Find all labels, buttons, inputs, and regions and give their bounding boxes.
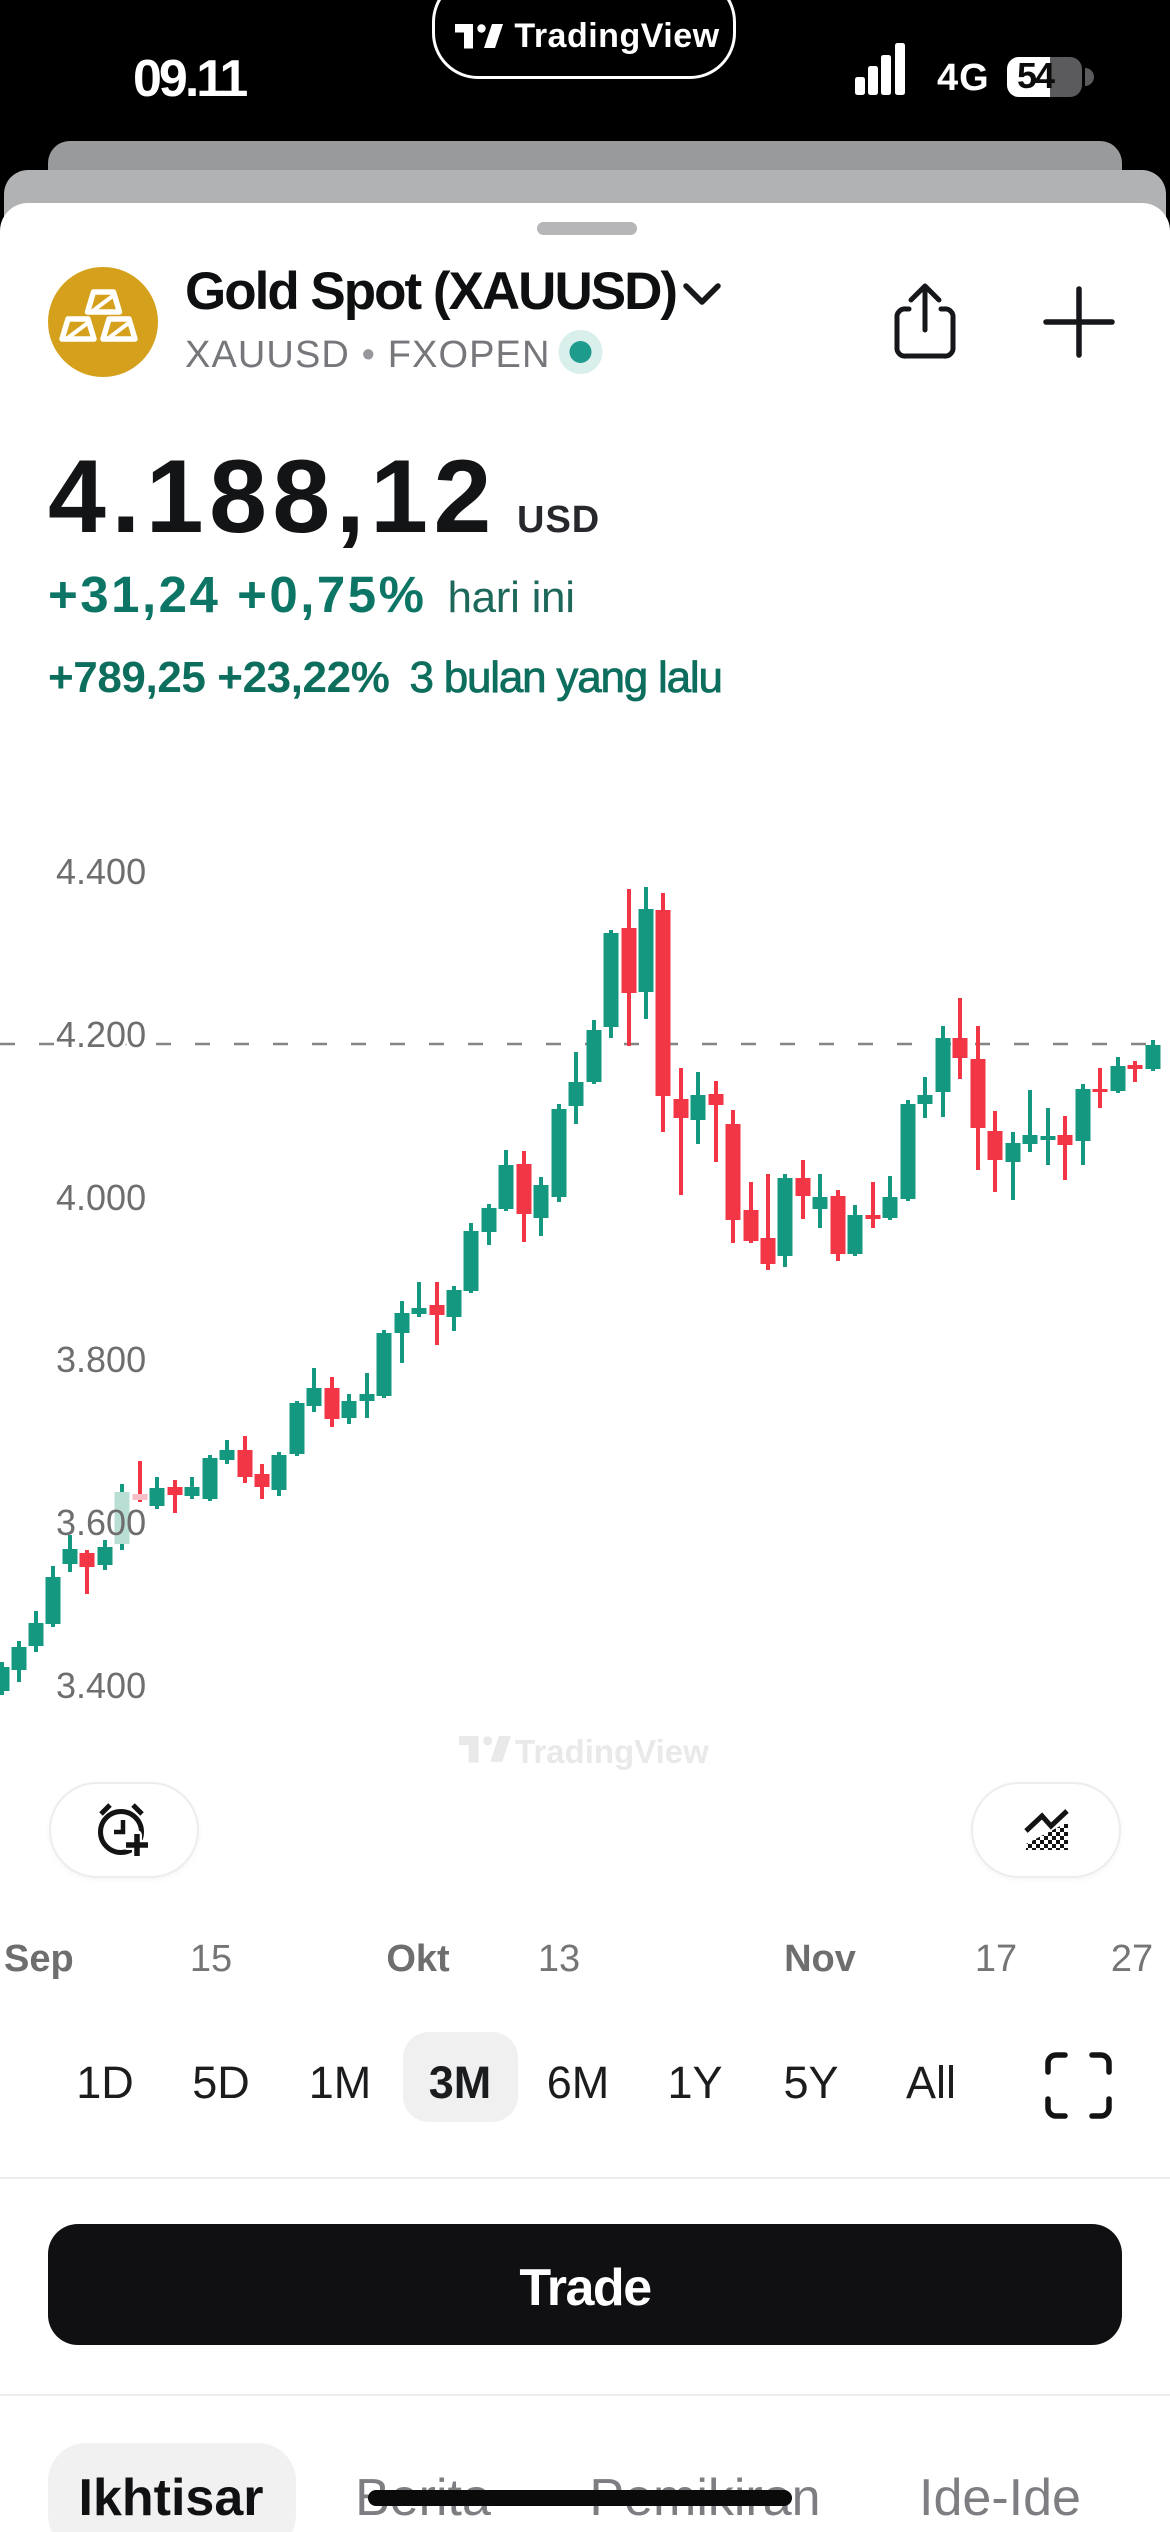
svg-text:Sep: Sep xyxy=(4,1938,74,1980)
svg-text:3.600: 3.600 xyxy=(56,1502,146,1543)
svg-text:15: 15 xyxy=(190,1938,232,1980)
svg-text:54: 54 xyxy=(1017,55,1055,96)
svg-text:4G: 4G xyxy=(937,57,990,99)
svg-text:4.200: 4.200 xyxy=(56,1014,146,1055)
svg-text:3.400: 3.400 xyxy=(56,1665,146,1706)
svg-text:27: 27 xyxy=(1111,1938,1153,1980)
svg-text:4.000: 4.000 xyxy=(56,1177,146,1218)
svg-text:Nov: Nov xyxy=(784,1938,856,1980)
svg-text:TradingView: TradingView xyxy=(515,1733,709,1770)
svg-text:3.800: 3.800 xyxy=(56,1339,146,1380)
svg-text:4.400: 4.400 xyxy=(56,851,146,892)
svg-text:17: 17 xyxy=(975,1938,1017,1980)
svg-text:13: 13 xyxy=(538,1938,580,1980)
svg-text:Okt: Okt xyxy=(386,1938,450,1980)
